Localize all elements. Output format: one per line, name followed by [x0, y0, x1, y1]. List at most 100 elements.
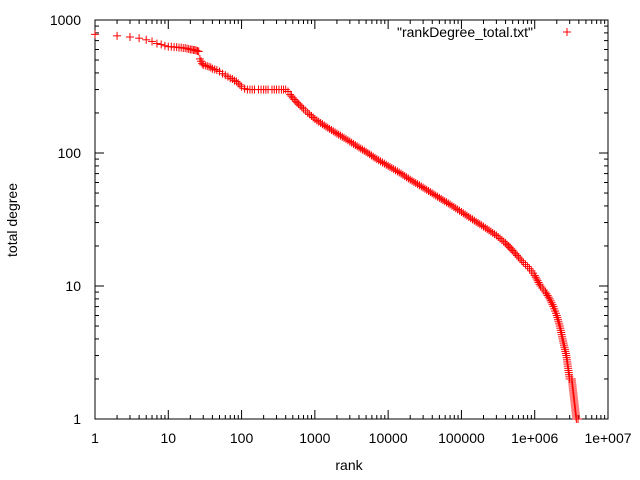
data-point: [534, 278, 543, 287]
data-point: [160, 41, 169, 50]
data-point: [384, 161, 393, 170]
data-point: [299, 104, 308, 113]
data-point: [409, 177, 418, 186]
data-point: [411, 179, 420, 188]
x-tick-label: 100000: [438, 430, 485, 446]
data-point: [201, 61, 210, 70]
data-point: [531, 273, 540, 282]
x-tick-label: 10: [160, 430, 176, 446]
series-points: [91, 30, 583, 423]
data-point: [387, 164, 396, 173]
legend: "rankDegree_total.txt": [397, 24, 571, 40]
data-point: [157, 40, 166, 49]
data-point: [301, 106, 310, 115]
data-point: [297, 103, 306, 112]
data-point: [234, 79, 243, 88]
data-point: [358, 145, 367, 154]
data-point: [546, 296, 555, 305]
data-point: [431, 191, 440, 200]
data-point: [113, 31, 122, 40]
data-point: [553, 313, 562, 322]
data-point: [543, 291, 552, 300]
data-point: [442, 198, 451, 207]
data-point: [548, 300, 557, 309]
data-point: [516, 254, 525, 263]
data-point: [437, 194, 446, 203]
data-point: [532, 274, 541, 283]
x-tick-label: 1: [91, 430, 99, 446]
data-point: [553, 315, 562, 324]
data-point: [542, 289, 551, 298]
data-point: [519, 258, 528, 267]
legend-plus-icon: [563, 28, 571, 36]
data-point: [530, 271, 539, 280]
data-point: [232, 77, 241, 86]
data-point: [438, 196, 447, 205]
legend-marker: [563, 28, 571, 36]
y-tick-label: 1: [73, 411, 81, 427]
data-point: [538, 284, 547, 293]
data-point: [422, 185, 431, 194]
legend-label: "rankDegree_total.txt": [397, 24, 533, 40]
x-tick-label: 1e+007: [584, 430, 631, 446]
y-tick-label: 100: [58, 145, 82, 161]
data-point: [433, 192, 442, 201]
data-point: [415, 181, 424, 190]
data-point: [135, 34, 144, 43]
data-point: [517, 256, 526, 265]
data-point: [393, 167, 402, 176]
data-point: [125, 33, 134, 42]
data-point: [391, 166, 400, 175]
data-point: [148, 37, 157, 46]
data-point: [541, 288, 550, 297]
data-point: [514, 253, 523, 262]
data-point: [332, 129, 341, 138]
data-point: [536, 282, 545, 290]
data-point: [419, 183, 428, 192]
x-tick-label: 1e+006: [511, 430, 558, 446]
x-axis-label: rank: [335, 457, 363, 473]
data-point: [417, 182, 426, 191]
data-point: [235, 80, 244, 89]
data-point: [376, 157, 385, 166]
data-point: [435, 193, 444, 202]
data-point: [533, 276, 542, 285]
x-tick-label: 1000: [299, 430, 330, 446]
y-axis-label: total degree: [4, 183, 20, 257]
data-point: [389, 165, 398, 174]
data-point: [413, 180, 422, 189]
data-point: [545, 294, 554, 303]
data-point: [525, 264, 534, 273]
data-point: [210, 65, 219, 74]
data-point: [380, 159, 389, 168]
data-point: [420, 184, 429, 193]
data-point: [552, 311, 561, 320]
y-axis-ticks: 1 10 100 1000: [50, 12, 608, 427]
data-point: [206, 63, 215, 72]
data-point: [203, 62, 212, 71]
data-point: [205, 62, 214, 71]
data-point: [336, 131, 345, 140]
data-point: [334, 130, 343, 139]
y-tick-label: 10: [65, 278, 81, 294]
data-point: [142, 35, 151, 44]
data-point: [152, 39, 161, 48]
data-point: [544, 293, 553, 302]
x-tick-label: 100: [230, 430, 254, 446]
x-tick-label: 10000: [369, 430, 408, 446]
y-tick-label: 1000: [50, 12, 81, 28]
data-point: [194, 47, 203, 56]
data-point: [523, 262, 532, 271]
data-point: [547, 298, 556, 307]
data-point: [554, 317, 563, 326]
data-point: [428, 189, 437, 198]
data-point: [91, 30, 99, 39]
data-point: [440, 197, 449, 206]
x-axis-ticks: 1 10 100 1000 10000 100000 1e+006 1e+007: [91, 20, 632, 446]
data-point: [429, 190, 438, 199]
data-point: [385, 162, 394, 171]
data-point: [378, 158, 387, 167]
data-point: [426, 188, 435, 197]
data-point: [574, 415, 583, 423]
data-point: [382, 160, 391, 169]
